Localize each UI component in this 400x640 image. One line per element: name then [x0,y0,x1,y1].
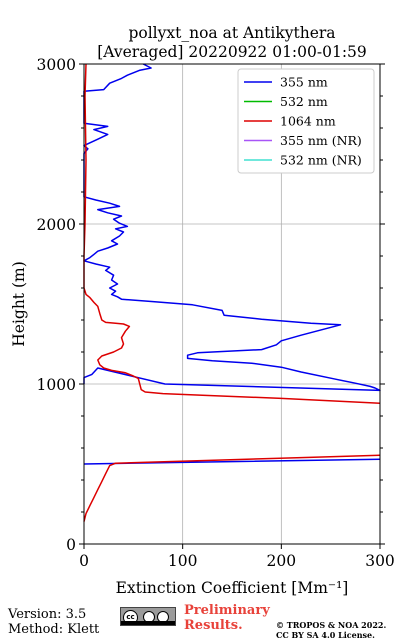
x-tick-label: 100 [168,552,198,570]
x-tick-label: 200 [267,552,297,570]
series-lines [83,63,381,522]
y-tick-label: 0 [66,536,76,554]
y-tick-label: 2000 [37,216,76,234]
legend: 355 nm 532 nm 1064 nm 355 nm (NR) 532 nm (NR… [237,68,375,174]
chart-title: pollyxt_noa at Antikythera [Averaged] 20… [97,24,367,61]
y-tick-label: 3000 [37,56,76,74]
plot-frame [83,63,381,545]
version-text: Version: 3.5 [8,607,87,622]
x-axis-label: Extinction Coefficient [Mm⁻¹] [116,579,349,597]
method-text: Method: Klett [8,622,100,637]
preliminary-notice: Preliminary Results. [184,603,270,633]
copyright-text: © TROPOS & NOA 2022. CC BY SA 4.0 Licens… [276,620,387,640]
x-tick-label: 0 [79,552,89,570]
legend-box [237,68,375,174]
chart-title-line-2: [Averaged] 20220922 01:00-01:59 [97,43,367,61]
chart-title-line-1: pollyxt_noa at Antikythera [128,24,335,42]
legend-label: 1064 nm [280,114,336,129]
y-axis-label: Height (m) [10,261,28,347]
legend-label: 355 nm (NR) [280,133,362,148]
legend-label: 355 nm [280,75,328,90]
x-tick-label: 300 [365,552,395,570]
series-line-1064-nm [83,63,381,522]
y-tick-label: 1000 [37,376,76,394]
legend-label: 532 nm [280,94,328,109]
legend-label: 532 nm (NR) [280,153,362,168]
cc-by-sa-icon: cc [120,607,176,626]
